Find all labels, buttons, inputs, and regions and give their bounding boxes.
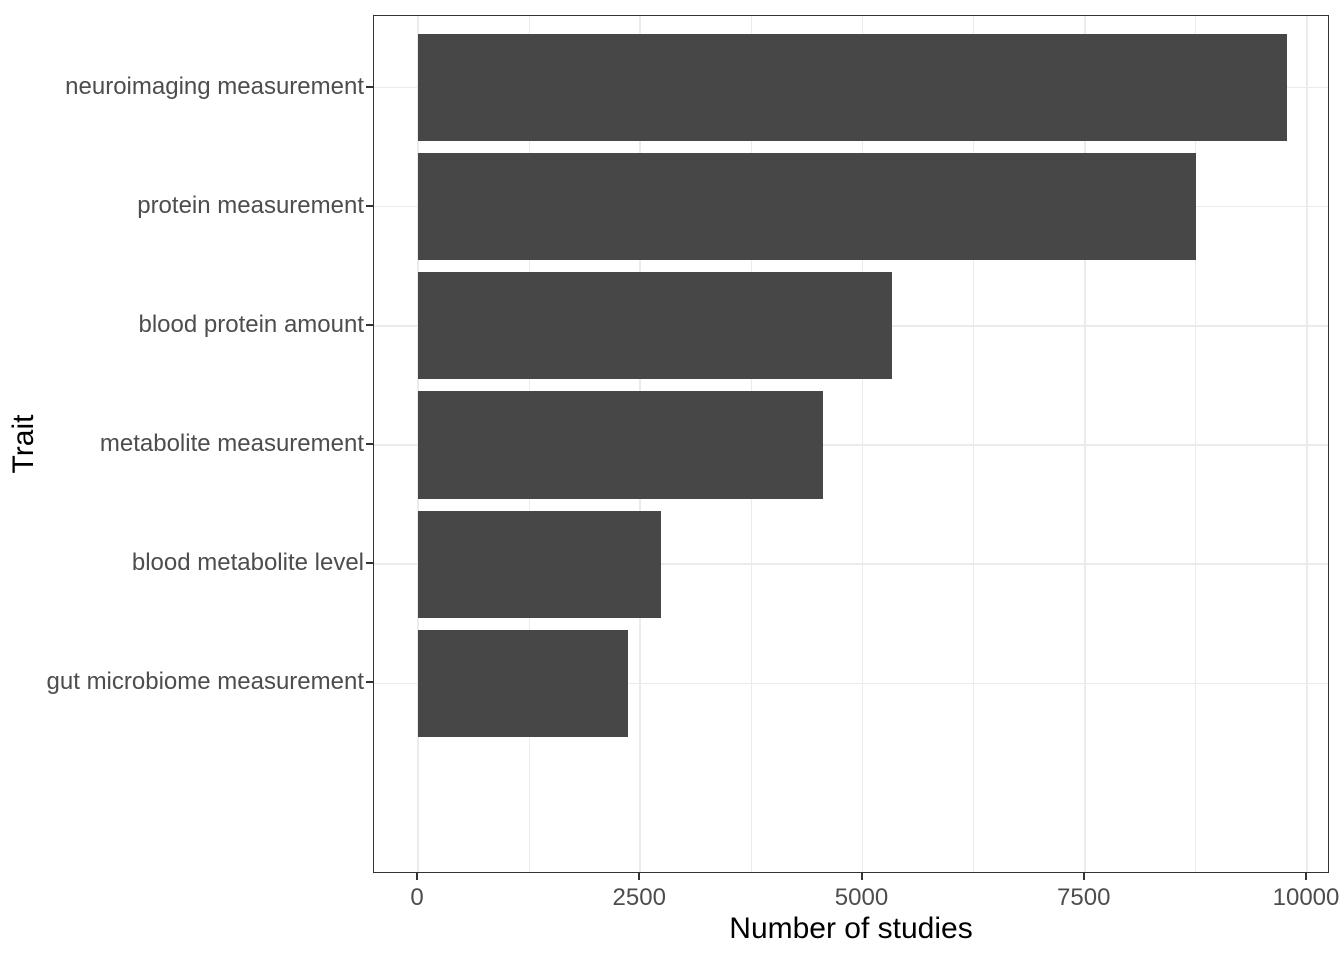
bar <box>418 153 1196 261</box>
y-tick-mark <box>366 443 373 445</box>
y-tick-label: blood metabolite level <box>131 549 364 577</box>
x-tick-mark <box>860 873 863 880</box>
y-major-gridline <box>374 444 1328 446</box>
y-tick-label: metabolite measurement <box>99 430 364 457</box>
x-tick-mark <box>1082 873 1085 880</box>
y-axis-labels: neuroimaging measurement protein measurem… <box>0 15 364 873</box>
x-tick-label: 5000 <box>834 884 889 911</box>
y-tick-mark <box>366 562 373 565</box>
x-axis-title: Number of studies <box>729 912 973 945</box>
bar <box>418 33 1287 142</box>
x-tick-label: 2500 <box>612 884 666 911</box>
x-tick-label: 7500 <box>1057 884 1111 911</box>
plot-panel <box>373 15 1329 873</box>
x-major-gridline <box>1306 16 1308 872</box>
bar <box>418 391 824 499</box>
y-major-gridline <box>374 563 1328 565</box>
y-tick-label: gut microbiome measurement <box>46 668 364 696</box>
y-major-gridline <box>374 682 1328 685</box>
x-major-gridline <box>417 16 419 872</box>
y-tick-mark <box>366 204 373 207</box>
x-tick-mark <box>416 873 418 880</box>
x-tick-mark <box>1305 873 1307 880</box>
y-tick-mark <box>366 323 373 326</box>
x-tick-label: 10000 <box>1272 884 1340 911</box>
x-major-gridline <box>1083 16 1086 872</box>
y-tick-mark <box>366 85 373 88</box>
y-tick-label: protein measurement <box>137 191 364 219</box>
y-tick-label: neuroimaging measurement <box>65 72 364 100</box>
x-tick-label: 0 <box>410 884 424 911</box>
bar <box>418 272 892 380</box>
bar <box>418 510 661 618</box>
y-tick-mark <box>366 681 373 684</box>
bar <box>418 629 628 737</box>
x-major-gridline <box>861 16 864 872</box>
x-minor-gridline <box>973 16 975 872</box>
x-tick-mark <box>638 873 641 880</box>
y-tick-label: blood protein amount <box>138 310 365 338</box>
x-minor-gridline <box>1195 16 1197 872</box>
